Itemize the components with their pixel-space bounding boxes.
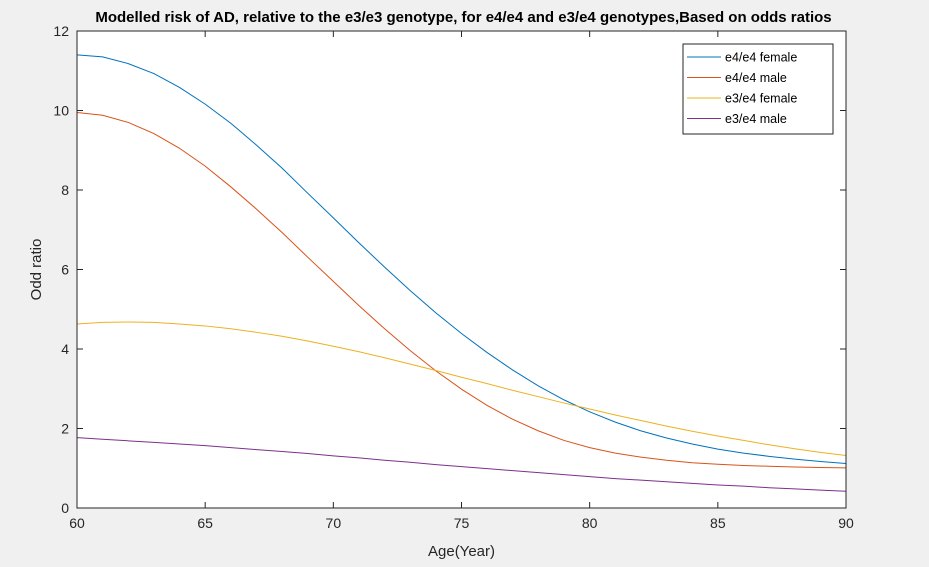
legend-label-2: e4/e4 male (725, 71, 787, 85)
x-tick-label: 75 (454, 515, 470, 531)
series-line-2 (76, 111, 847, 469)
chart-title: Modelled risk of AD, relative to the e3/… (95, 9, 831, 26)
legend[interactable]: e4/e4 female e4/e4 male e3/e4 female e3/e4 … (682, 43, 834, 135)
legend-label-4: e3/e4 male (725, 112, 787, 126)
y-tick-label: 10 (53, 103, 69, 119)
x-tick-label: 65 (197, 515, 213, 531)
x-axis-label: Age(Year) (428, 543, 495, 560)
legend-label-1: e4/e4 female (725, 51, 797, 65)
x-tick-label: 80 (582, 515, 598, 531)
ticks-layer: 60 65 70 75 80 85 90 0 2 4 6 8 10 12 (53, 23, 854, 531)
series-line-3 (76, 321, 847, 457)
legend-label-3: e3/e4 female (725, 92, 797, 106)
y-tick-label: 6 (61, 262, 69, 278)
y-tick-label: 0 (61, 500, 69, 516)
series-line-4 (76, 437, 847, 492)
x-tick-label: 70 (326, 515, 342, 531)
y-tick-label: 2 (61, 421, 69, 437)
y-tick-label: 12 (53, 23, 69, 39)
x-tick-label: 90 (838, 515, 854, 531)
y-tick-label: 4 (61, 341, 69, 357)
y-axis-label: Odd ratio (28, 239, 45, 301)
y-tick-label: 8 (61, 182, 69, 198)
x-tick-label: 60 (69, 515, 85, 531)
x-tick-label: 85 (710, 515, 726, 531)
series-line-1 (76, 54, 847, 464)
series-layer (76, 54, 847, 492)
